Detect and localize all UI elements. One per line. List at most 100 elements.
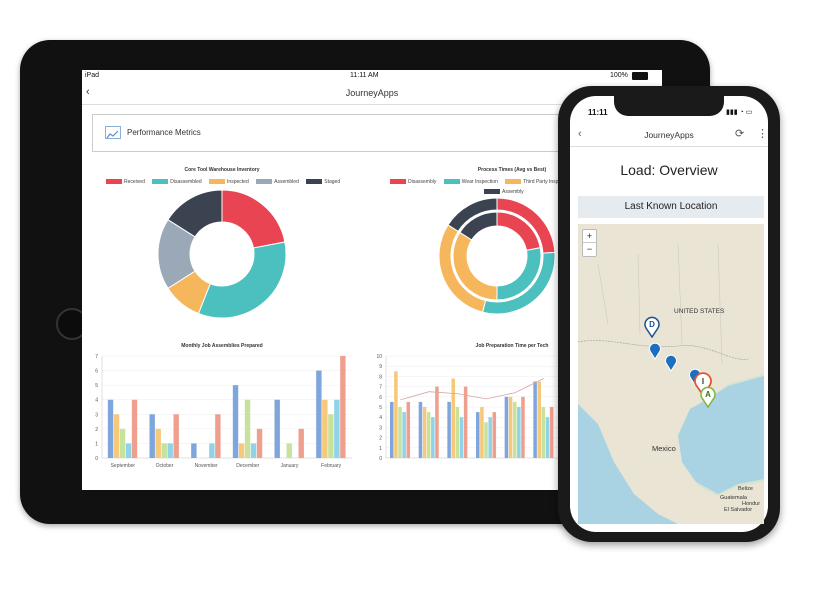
- bar: [459, 417, 464, 458]
- performance-metrics-header[interactable]: Performance Metrics: [92, 114, 574, 152]
- phone-back-button[interactable]: ‹: [578, 128, 582, 140]
- bar: [541, 407, 546, 458]
- donut-slice: [197, 241, 287, 319]
- legend-swatch: [484, 189, 500, 195]
- bar: [406, 401, 411, 458]
- phone-nav-divider: [570, 146, 768, 147]
- legend-process-times-row2: Assembly: [478, 189, 524, 195]
- refresh-icon[interactable]: ⟳: [735, 128, 745, 140]
- y-tick-label: 4: [95, 398, 98, 404]
- y-tick-label: 0: [379, 456, 382, 462]
- legend-label: Disassembly: [408, 179, 437, 185]
- bar: [298, 428, 304, 458]
- bar: [238, 443, 245, 458]
- bar: [480, 407, 484, 458]
- y-tick-label: 9: [379, 364, 382, 370]
- map-marker[interactable]: [664, 354, 678, 372]
- y-tick-label: 5: [95, 383, 98, 389]
- legend-label: Wear Inspection: [461, 179, 498, 185]
- bar: [286, 443, 292, 458]
- bar: [484, 422, 488, 458]
- legend-label: Received: [124, 179, 145, 185]
- legend-label: Assembly: [502, 189, 524, 195]
- y-tick-label: 5: [379, 405, 382, 411]
- bar: [119, 428, 126, 458]
- donut-slice: [221, 189, 286, 249]
- location-map[interactable]: UNITED STATES Mexico Belize Guatemala Ho…: [578, 224, 764, 524]
- y-tick-label: 3: [95, 412, 98, 418]
- bar: [167, 443, 173, 458]
- bar: [328, 414, 334, 458]
- map-marker[interactable]: [648, 342, 662, 360]
- donut-slice: [459, 211, 498, 241]
- bar: [447, 401, 451, 458]
- section-title: Performance Metrics: [127, 128, 201, 137]
- bar: [435, 386, 439, 458]
- more-vertical-icon[interactable]: ⋮: [757, 128, 768, 140]
- phone-status-time: 11:11: [588, 108, 608, 117]
- bar: [173, 414, 179, 458]
- legend-label: Inspected: [227, 179, 249, 185]
- bar: [533, 381, 537, 458]
- map-marker-a[interactable]: A: [700, 386, 716, 408]
- bar: [537, 381, 542, 458]
- bar: [334, 399, 340, 458]
- back-button[interactable]: ‹: [86, 86, 90, 98]
- y-tick-label: 3: [379, 425, 382, 431]
- last-known-location-header: Last Known Location: [578, 196, 764, 218]
- map-label-united-states: UNITED STATES: [674, 308, 725, 315]
- bar: [155, 428, 161, 458]
- bar: [492, 412, 497, 458]
- bar: [113, 414, 120, 458]
- y-tick-label: 2: [379, 436, 382, 442]
- phone-status-icons: ▮▮▮ ◔ ▭: [726, 109, 753, 116]
- y-tick-label: 1: [95, 441, 98, 447]
- bar: [256, 428, 263, 458]
- bar: [402, 412, 406, 458]
- map-marker-i[interactable]: I: [694, 372, 712, 396]
- zoom-out-button[interactable]: −: [583, 242, 596, 255]
- bar: [274, 399, 280, 458]
- map-label-el-salvador: El Salvador: [724, 507, 753, 513]
- donut-slice: [167, 189, 223, 238]
- bar: [451, 378, 456, 458]
- y-tick-label: 0: [95, 456, 98, 462]
- bar: [545, 417, 550, 458]
- bar: [508, 396, 513, 458]
- legend-swatch: [390, 179, 406, 185]
- bar: [521, 396, 525, 458]
- map-label-honduras: Hondur: [742, 501, 761, 507]
- bar: [161, 443, 167, 458]
- map-marker-d[interactable]: D: [644, 316, 660, 338]
- battery-level: 100%: [610, 72, 628, 79]
- zoom-in-button[interactable]: +: [586, 231, 593, 241]
- monthly-assemblies-bar-chart: 0 1 2 3 4 5 6 7 September October November December…: [95, 354, 352, 469]
- x-tick-label: December: [236, 463, 259, 469]
- x-tick-label: November: [195, 463, 218, 469]
- y-tick-label: 6: [379, 395, 382, 401]
- legend-label: Assembled: [274, 179, 299, 185]
- chart-title-inventory: Core Tool Warehouse Inventory: [184, 167, 260, 173]
- legend-swatch: [209, 179, 226, 185]
- y-tick-label: 1: [379, 446, 382, 452]
- map-terrain: [578, 224, 764, 524]
- marker-label: D: [649, 320, 655, 329]
- legend-label: Staged: [324, 179, 341, 185]
- bar: [191, 443, 197, 458]
- legend-swatch: [256, 179, 273, 185]
- bar: [340, 356, 346, 458]
- bar: [418, 401, 423, 458]
- tablet-status-bar: iPad 11:11 AM 100%: [82, 70, 662, 82]
- battery-icon: [632, 72, 648, 80]
- bar: [488, 417, 492, 458]
- legend-label: Third Party Inspection: [523, 179, 572, 185]
- bar: [455, 407, 460, 458]
- page-heading: Load: Overview: [620, 162, 718, 178]
- bar: [149, 414, 155, 458]
- map-label-belize: Belize: [738, 486, 753, 492]
- phone-notch: [614, 96, 724, 116]
- x-tick-label: September: [111, 463, 136, 469]
- y-tick-label: 6: [95, 369, 98, 375]
- phone-app-title: JourneyApps: [644, 130, 694, 140]
- y-tick-label: 2: [95, 427, 98, 433]
